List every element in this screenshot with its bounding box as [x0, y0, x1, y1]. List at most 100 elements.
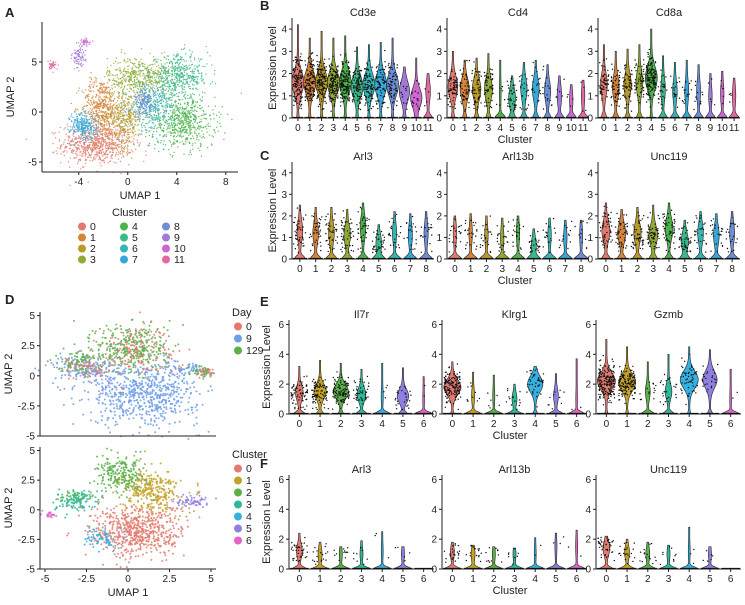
umap-point — [118, 117, 120, 120]
umap-point — [162, 119, 165, 121]
umap-point — [105, 95, 107, 97]
umap-point — [162, 419, 164, 422]
umap-point — [132, 66, 134, 69]
umap-point — [106, 92, 109, 94]
umap-point — [75, 62, 78, 65]
umap-point — [125, 61, 127, 63]
umap-point — [121, 105, 123, 108]
umap-point — [58, 140, 61, 142]
umap-point — [150, 380, 153, 383]
umap-point — [171, 69, 173, 72]
umap-point — [162, 127, 165, 129]
umap-point — [176, 388, 179, 391]
umap-point — [156, 87, 158, 89]
umap-point — [137, 118, 139, 121]
umap-point — [76, 58, 79, 60]
umap-point — [126, 132, 129, 134]
umap-point — [101, 150, 103, 152]
umap-point — [92, 111, 94, 113]
umap-point — [64, 127, 67, 129]
umap-point — [100, 419, 103, 422]
umap-point — [159, 112, 162, 114]
umap-point — [72, 116, 74, 119]
umap-point — [108, 80, 110, 82]
umap-point — [189, 386, 192, 389]
umap-point — [84, 112, 86, 115]
umap-point — [190, 111, 192, 114]
x-axis-label: UMAP 1 — [120, 190, 161, 202]
umap-point — [149, 375, 152, 378]
umap-point — [151, 392, 153, 395]
umap-point — [180, 80, 182, 82]
umap-point — [186, 101, 189, 104]
umap-point — [106, 416, 109, 419]
umap-point — [101, 151, 103, 154]
umap-point — [187, 76, 189, 79]
umap-point — [148, 72, 151, 74]
umap-point — [97, 358, 100, 361]
umap-point — [151, 366, 154, 369]
umap-point — [76, 148, 78, 150]
umap-point — [160, 92, 162, 94]
umap-point — [153, 414, 156, 417]
umap-point — [140, 89, 142, 92]
umap-point — [83, 389, 86, 392]
umap-point — [119, 122, 121, 125]
umap-point — [118, 407, 121, 410]
umap-point — [78, 58, 80, 61]
umap-point — [90, 115, 92, 118]
umap-point — [129, 109, 132, 111]
umap-point — [185, 79, 187, 81]
umap-point — [149, 107, 151, 110]
umap-point — [192, 77, 194, 80]
umap-point — [82, 40, 84, 42]
umap-point — [138, 102, 140, 104]
umap-point — [95, 148, 97, 151]
umap-point — [177, 107, 179, 110]
umap-point — [181, 131, 183, 133]
umap-point — [96, 89, 99, 91]
umap-point — [180, 75, 183, 78]
umap-point — [189, 85, 191, 88]
umap-point — [185, 380, 188, 383]
umap-point — [118, 110, 120, 112]
umap-point — [121, 391, 124, 394]
umap-point — [180, 135, 182, 137]
umap-point — [109, 95, 111, 97]
umap-point — [70, 356, 73, 359]
umap-point — [174, 65, 176, 68]
umap-point — [132, 410, 135, 413]
umap-point — [76, 141, 78, 144]
umap-point — [99, 140, 101, 143]
umap-point — [160, 86, 162, 89]
umap-point — [106, 71, 108, 73]
umap-point — [103, 86, 105, 89]
umap-point — [193, 106, 196, 108]
umap-point — [59, 147, 62, 149]
umap-point — [152, 90, 154, 92]
umap-point — [177, 102, 180, 105]
umap-point — [98, 390, 100, 393]
umap-point — [149, 52, 151, 54]
umap-point — [199, 127, 201, 129]
umap-point — [104, 102, 106, 105]
umap-point — [159, 116, 161, 118]
umap-point — [146, 350, 149, 353]
umap-point — [92, 113, 94, 115]
umap-point — [134, 404, 137, 407]
umap-point — [182, 82, 184, 85]
umap-point — [132, 72, 134, 74]
umap-point — [113, 117, 115, 120]
umap-point — [190, 64, 192, 66]
umap-point — [165, 85, 167, 88]
umap-point — [133, 399, 136, 402]
umap-point — [94, 105, 97, 107]
umap-point — [128, 396, 131, 399]
umap-point — [199, 135, 201, 137]
umap-point — [139, 426, 142, 429]
umap-point — [85, 110, 87, 112]
umap-point — [87, 138, 90, 140]
umap-point — [154, 144, 156, 146]
umap-point — [126, 94, 128, 96]
umap-point — [105, 135, 108, 138]
